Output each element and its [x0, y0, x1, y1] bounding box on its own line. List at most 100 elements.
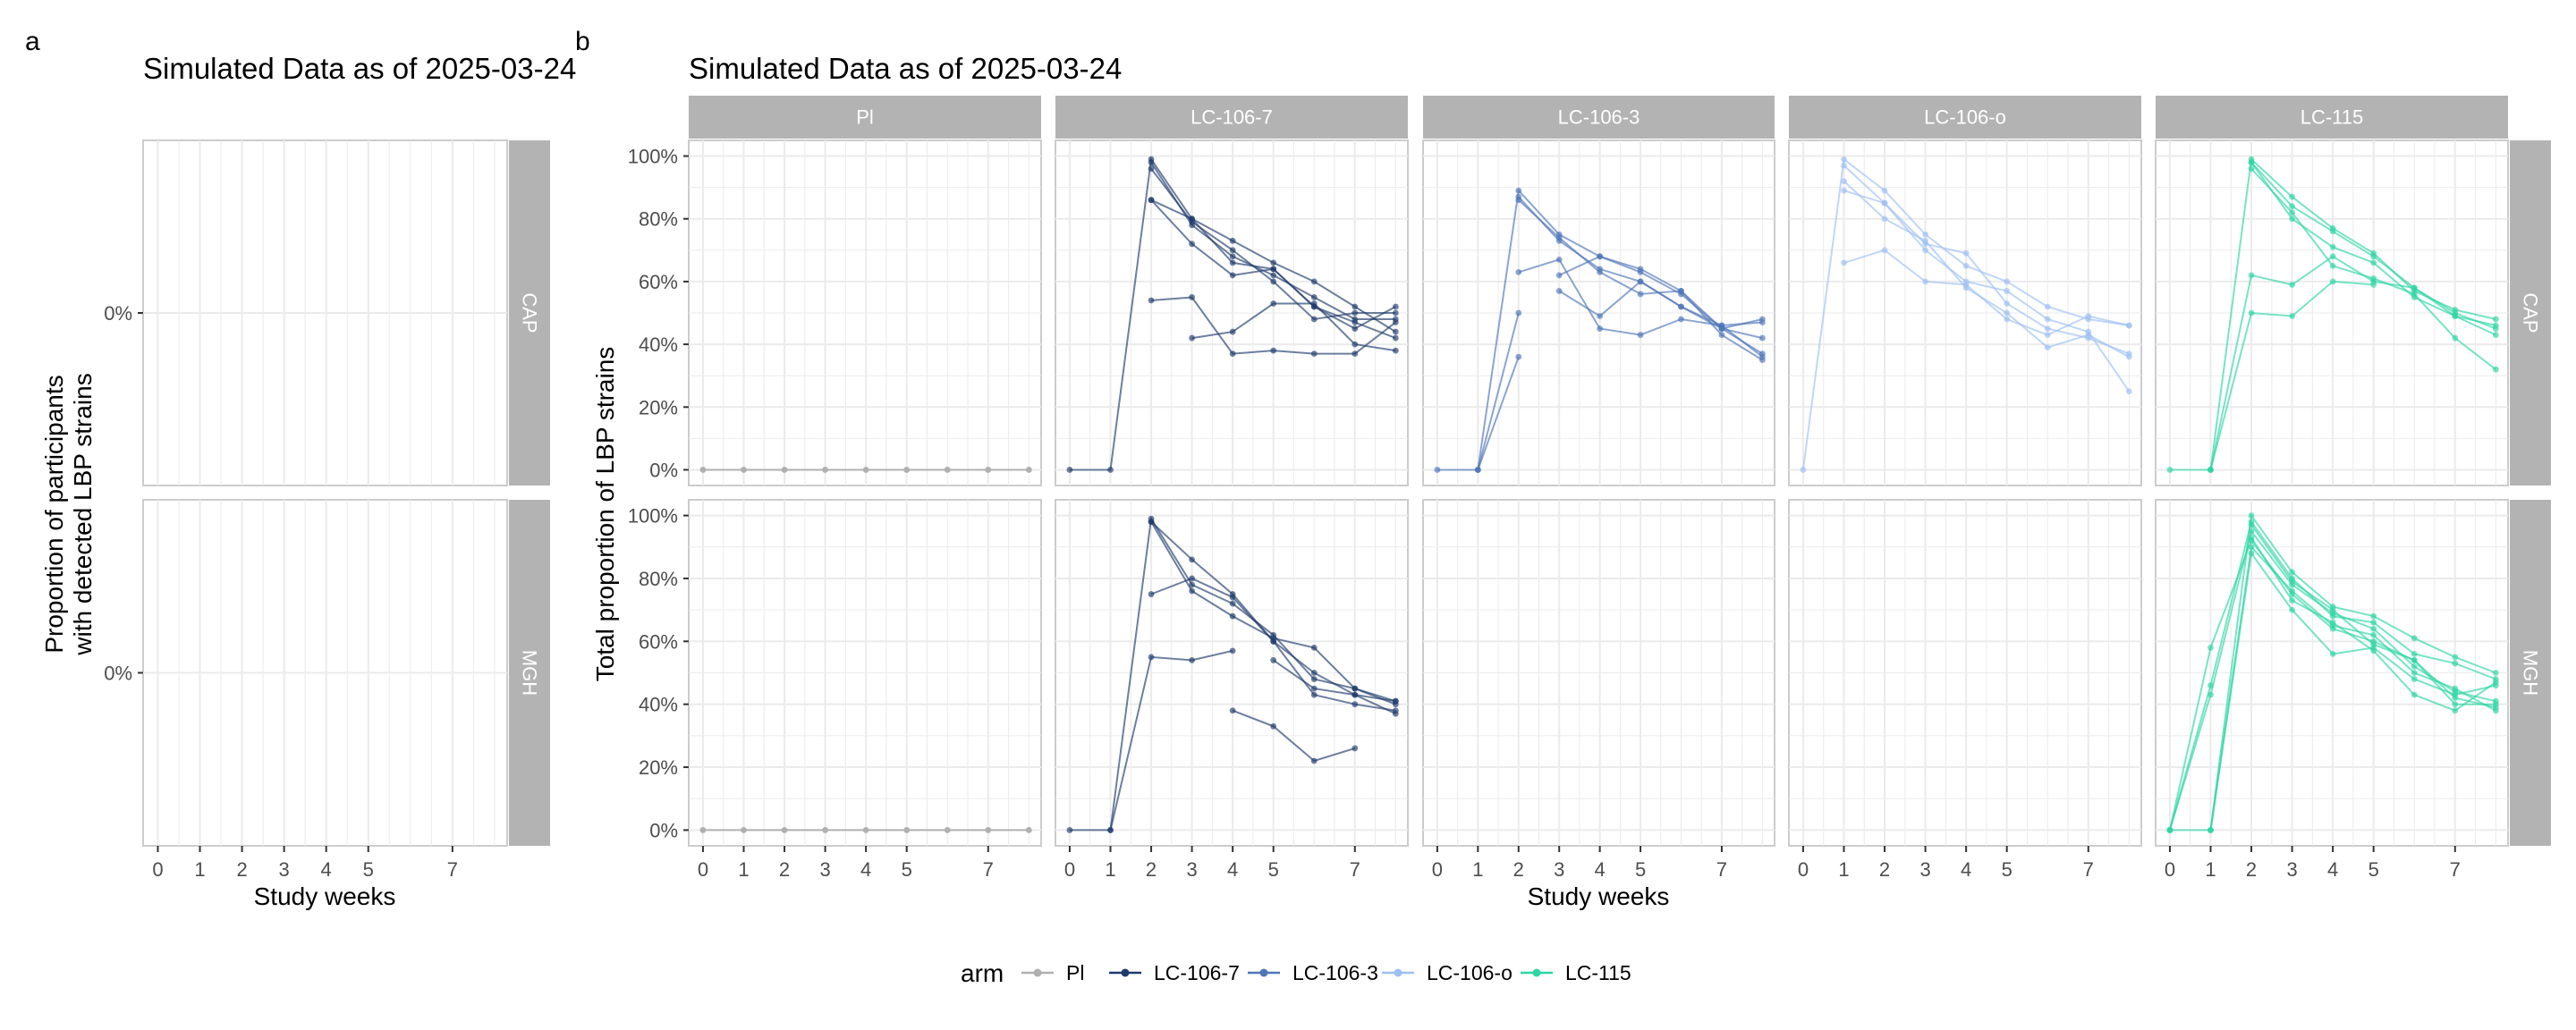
data-point [1637, 332, 1644, 338]
data-point [1352, 341, 1359, 348]
data-point [741, 467, 747, 473]
chart-a-x-tick-label: 7 [447, 858, 458, 881]
chart-b-x-tick-label: 3 [1186, 858, 1197, 881]
data-point [2452, 654, 2459, 661]
data-point [2411, 291, 2418, 298]
chart-b-x-tick-label: 4 [1227, 858, 1238, 881]
chart-b-y-tick-label: 0% [649, 819, 678, 841]
data-point [2207, 644, 2214, 651]
data-point [1678, 303, 1684, 310]
data-point [2289, 569, 2295, 576]
chart-b-xlabel: Study weeks [1528, 882, 1670, 910]
data-point [2370, 259, 2377, 266]
legend-title: arm [961, 959, 1004, 987]
data-point [1107, 827, 1114, 833]
data-point [1392, 707, 1399, 714]
data-point [2329, 228, 2336, 235]
chart-a-strip-cap [509, 140, 550, 485]
data-point [2329, 650, 2336, 657]
data-point [1270, 259, 1277, 266]
data-point [1148, 165, 1155, 172]
data-point [2411, 691, 2418, 698]
data-point [1637, 278, 1644, 285]
chart-a-y-tick-label: 0% [104, 302, 132, 325]
series-line-lc-106-o-cap [1843, 249, 2130, 336]
data-point [2452, 660, 2459, 667]
legend-key-point [1033, 968, 1042, 977]
data-point [1189, 581, 1195, 588]
legend-label: LC-115 [1565, 961, 1631, 984]
data-point [1310, 294, 1318, 300]
data-point [2492, 325, 2499, 332]
data-point [2289, 282, 2295, 288]
data-point [1881, 215, 1888, 223]
chart-b-x-tick-label: 3 [1554, 858, 1564, 881]
data-point [741, 827, 747, 833]
data-point [1962, 278, 1970, 285]
legend-item-lc-115: LC-115 [1521, 961, 1631, 984]
chart-a-title: Simulated Data as of 2025-03-24 [143, 52, 576, 85]
data-point [2289, 193, 2295, 200]
data-point [1148, 591, 1155, 597]
data-point [2248, 309, 2255, 317]
chart-b-y-tick-label: 100% [628, 146, 678, 168]
data-point [2329, 253, 2336, 260]
data-point [1310, 300, 1318, 307]
chart-b-x-tick-label: 5 [902, 858, 912, 881]
data-point [2248, 528, 2255, 535]
chart-b-strip-cap [2510, 140, 2551, 485]
data-point [1637, 291, 1644, 298]
chart-a-strip-mgh [509, 500, 550, 846]
data-point [699, 467, 707, 473]
data-point [1229, 253, 1236, 260]
data-point [1148, 197, 1155, 204]
panel-label-b: b [575, 27, 590, 56]
chart-b-y-tick-label: 60% [639, 271, 678, 293]
data-point [2044, 332, 2051, 338]
chart-a-x-tick-label: 1 [194, 858, 205, 881]
data-point [2248, 159, 2255, 165]
data-point [1148, 159, 1155, 165]
data-point [2289, 215, 2295, 223]
data-point [1392, 303, 1399, 310]
data-point [1352, 303, 1359, 310]
data-point [1597, 325, 1604, 332]
chart-a-strip-label-cap: CAP [519, 292, 541, 333]
chart-b-x-tick-label: 0 [1064, 858, 1075, 881]
data-point [2289, 313, 2295, 319]
data-point [2125, 353, 2132, 360]
chart-b-strip-label-mgh: MGH [2520, 650, 2542, 696]
series-line-lc-115-cap [2209, 255, 2496, 470]
data-point [1352, 745, 1359, 752]
data-point [985, 467, 992, 473]
data-point [1229, 328, 1236, 335]
chart-b-y-tick-label: 20% [639, 396, 678, 418]
data-point [699, 827, 707, 833]
data-point [1352, 319, 1359, 325]
data-point [1229, 612, 1236, 620]
legend-label: LC-106-7 [1154, 961, 1240, 984]
data-point [2207, 467, 2214, 473]
data-point [1881, 247, 1888, 254]
data-point [1025, 467, 1032, 473]
data-point [1066, 827, 1073, 833]
data-point [1352, 350, 1359, 358]
data-point [1841, 178, 1847, 185]
data-point [2492, 679, 2499, 686]
data-point [2166, 467, 2174, 473]
data-point [1352, 309, 1359, 317]
data-point [1310, 316, 1318, 323]
chart-b-x-tick-label: 0 [2165, 858, 2175, 881]
data-point [2370, 275, 2377, 282]
data-point [2289, 578, 2295, 585]
data-point [1189, 294, 1195, 300]
data-point [1555, 272, 1563, 279]
data-point [2370, 647, 2377, 654]
data-point [2370, 619, 2377, 626]
data-point [2125, 322, 2132, 329]
data-point [2492, 670, 2499, 676]
chart-a-x-tick-label: 3 [278, 858, 289, 881]
data-point [1229, 259, 1236, 266]
data-point [2492, 332, 2499, 338]
chart-a-xlabel: Study weeks [254, 882, 396, 910]
